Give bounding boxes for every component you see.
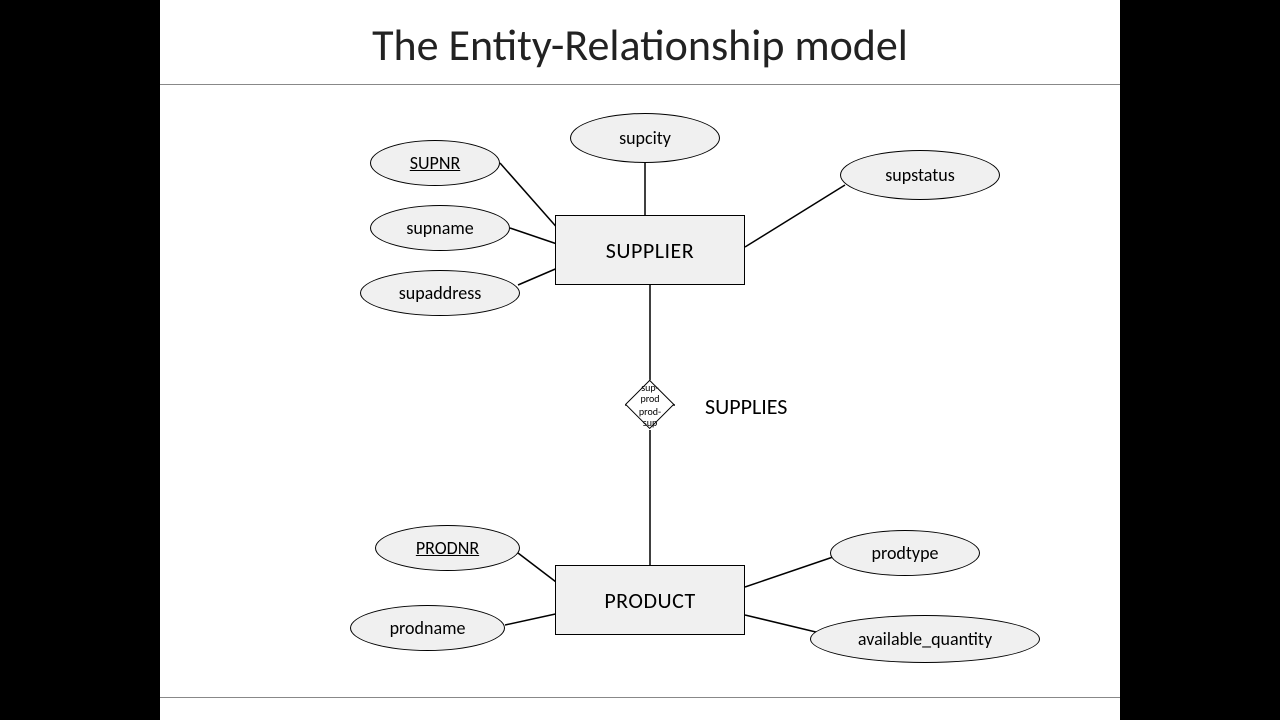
attr-supaddress: supaddress xyxy=(360,270,520,316)
entity-label: PRODUCT xyxy=(604,587,695,614)
attr-supcity: supcity xyxy=(570,113,720,163)
attr-supname: supname xyxy=(370,205,510,251)
relationship-label: SUPPLIES xyxy=(705,393,787,420)
attr-prodnr: PRODNR xyxy=(375,525,520,571)
slide-title: The Entity-Relationship model xyxy=(160,0,1120,84)
attr-label: prodname xyxy=(390,617,466,639)
attr-label: supaddress xyxy=(399,282,482,304)
attr-label: supstatus xyxy=(885,164,955,186)
slide: The Entity-Relationship model SUPPLIER P… xyxy=(160,0,1120,720)
attr-label: SUPNR xyxy=(410,152,461,174)
attr-label: supcity xyxy=(619,127,671,149)
entity-label: SUPPLIER xyxy=(606,237,694,264)
attr-label: PRODNR xyxy=(416,537,479,559)
attr-label: prodtype xyxy=(872,542,939,564)
entity-product: PRODUCT xyxy=(555,565,745,635)
attr-label: available_quantity xyxy=(858,628,992,650)
role-bottom-label: prod-sup xyxy=(630,407,670,428)
attr-supstatus: supstatus xyxy=(840,150,1000,200)
attr-prodname: prodname xyxy=(350,605,505,651)
role-top-label: sup-prod xyxy=(630,383,670,404)
divider-bottom xyxy=(160,697,1120,698)
attr-prodtype: prodtype xyxy=(830,530,980,576)
attr-supnr: SUPNR xyxy=(370,140,500,186)
er-canvas: SUPPLIER PRODUCT SUPNR supname supaddres… xyxy=(160,85,1120,715)
attr-availqty: available_quantity xyxy=(810,615,1040,663)
attr-label: supname xyxy=(406,217,473,239)
entity-supplier: SUPPLIER xyxy=(555,215,745,285)
